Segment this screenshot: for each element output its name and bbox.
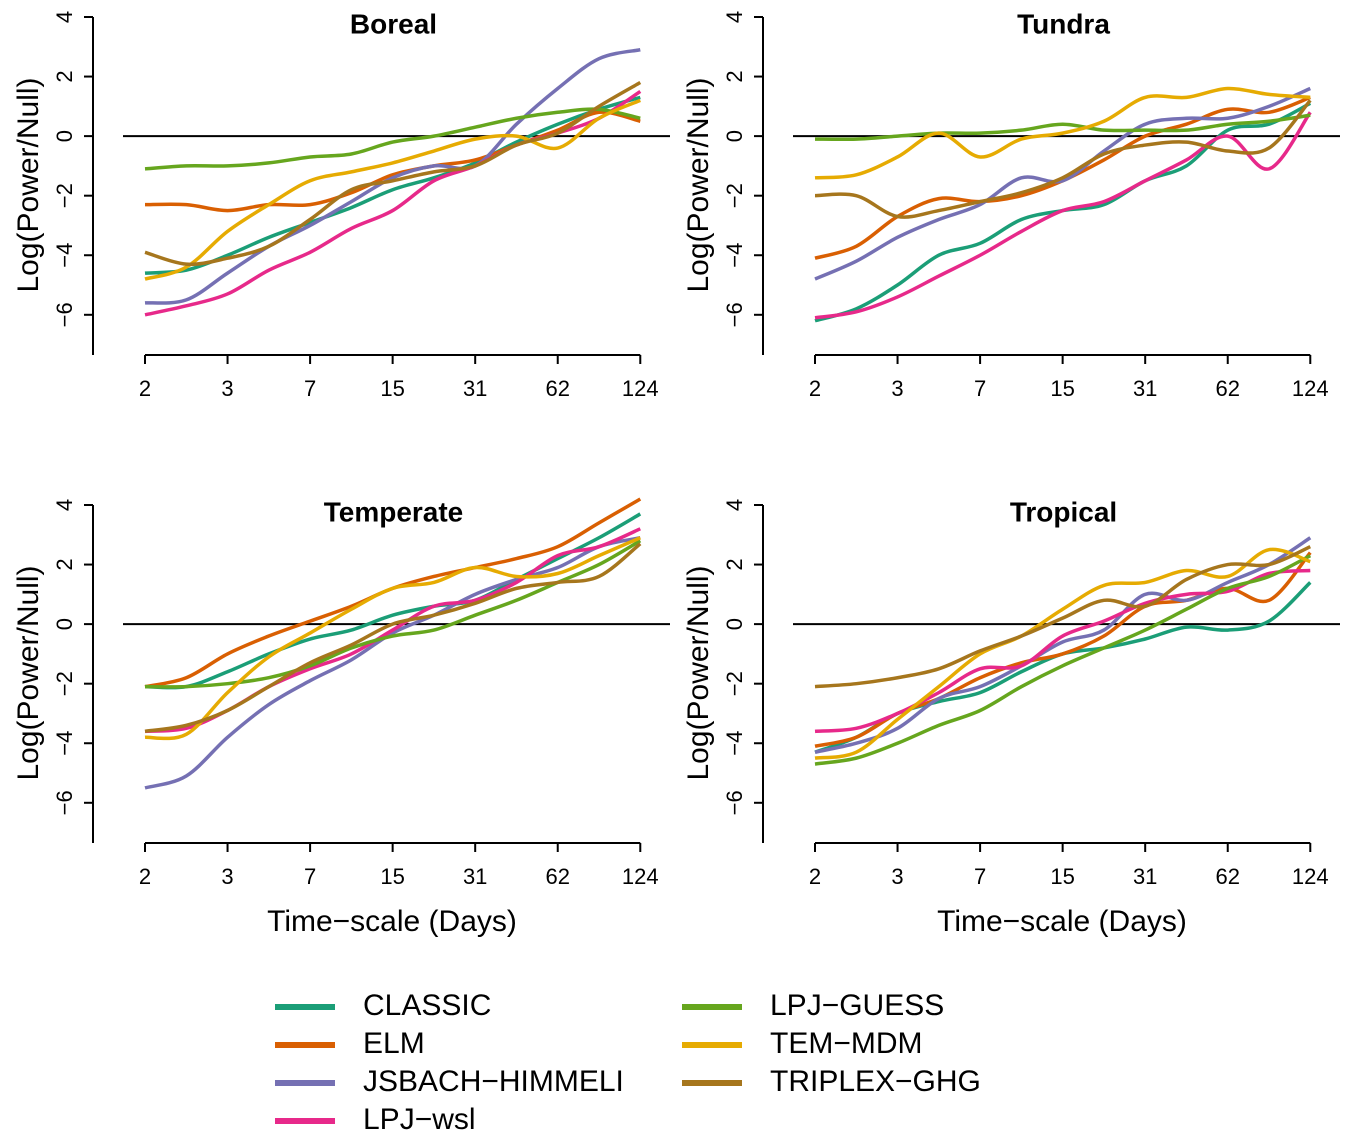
series-line (814, 86, 1311, 180)
panel: −6 −4 −2 0 2 4 2 3 7 15 31 62 124 Temperate Log(Power/… (12, 496, 670, 938)
x-tick-label: 7 (304, 376, 316, 401)
y-tick-label: −6 (52, 302, 77, 327)
series-line (815, 113, 1311, 142)
panel: −6 −4 −2 0 2 4 2 3 7 15 31 62 124 Tundra Log(Power/Nul… (682, 8, 1340, 401)
x-tick-label: 15 (380, 864, 404, 889)
x-tick-label: 15 (1050, 864, 1074, 889)
series-line (144, 80, 642, 267)
series-line (144, 48, 641, 305)
y-tick-label: −4 (722, 243, 747, 268)
x-tick-label: 124 (1292, 376, 1329, 401)
y-tick-label: −2 (722, 671, 747, 696)
series-line (814, 536, 1312, 754)
legend-label: CLASSIC (363, 989, 491, 1022)
legend-label: TRIPLEX−GHG (770, 1065, 981, 1098)
legend-label: LPJ−wsl (363, 1103, 476, 1136)
y-tick-label: 2 (722, 70, 747, 82)
y-tick-label: −6 (52, 790, 77, 815)
x-tick-label: 31 (463, 864, 487, 889)
x-tick-label: 3 (221, 376, 233, 401)
series-line (814, 99, 1312, 219)
y-tick-label: −4 (52, 243, 77, 268)
series-line (814, 554, 1312, 766)
x-tick-label: 7 (304, 864, 316, 889)
y-tick-label: −2 (52, 671, 77, 696)
legend-label: LPJ−GUESS (770, 989, 944, 1022)
x-axis-label: Time−scale (Days) (937, 905, 1187, 938)
x-tick-label: 62 (545, 376, 569, 401)
series-line (144, 98, 641, 281)
series-line (144, 536, 641, 741)
y-tick-label: −2 (52, 183, 77, 208)
y-axis-label: Log(Power/Null) (12, 77, 45, 292)
legend: CLASSIC ELM JSBACH−HIMMELI LPJ−wsl LPJ−GUESS… (275, 989, 981, 1136)
y-tick-label: −4 (722, 731, 747, 756)
panel-title: Temperate (324, 496, 464, 527)
series-line (144, 512, 642, 690)
x-tick-label: 2 (809, 376, 821, 401)
y-tick-label: −6 (722, 302, 747, 327)
y-axis-label: Log(Power/Null) (12, 565, 45, 780)
x-tick-label: 31 (1133, 864, 1157, 889)
y-tick-label: 2 (52, 70, 77, 82)
y-tick-label: 2 (722, 558, 747, 570)
y-tick-label: 4 (52, 11, 77, 23)
panel-title: Boreal (350, 8, 437, 39)
series-line (144, 95, 641, 275)
x-tick-label: 31 (1133, 376, 1157, 401)
x-tick-label: 7 (974, 864, 986, 889)
series-line (814, 545, 1312, 689)
x-tick-label: 15 (1050, 376, 1074, 401)
y-tick-label: 0 (52, 618, 77, 630)
y-axis-label: Log(Power/Null) (682, 565, 715, 780)
x-tick-label: 3 (891, 864, 903, 889)
panel-title: Tropical (1010, 496, 1117, 527)
y-axis-label: Log(Power/Null) (682, 77, 715, 292)
series-line (814, 568, 1311, 734)
panel-title: Tundra (1017, 8, 1110, 39)
series-line (145, 110, 641, 213)
y-tick-label: 2 (52, 558, 77, 570)
y-tick-label: 0 (722, 130, 747, 142)
series-line (144, 536, 641, 790)
series-line (814, 547, 1311, 760)
x-tick-label: 62 (1215, 376, 1239, 401)
legend-label: ELM (363, 1027, 425, 1060)
x-tick-label: 2 (809, 864, 821, 889)
y-tick-label: 4 (722, 499, 747, 511)
x-tick-label: 124 (622, 376, 659, 401)
x-tick-label: 15 (380, 376, 404, 401)
x-axis-label: Time−scale (Days) (267, 905, 517, 938)
x-tick-label: 124 (1292, 864, 1329, 889)
legend-label: TEM−MDM (770, 1027, 923, 1060)
x-tick-label: 3 (891, 376, 903, 401)
series-line (814, 111, 1312, 320)
panel: −6 −4 −2 0 2 4 2 3 7 15 31 62 124 Tropical Log(Power/N… (682, 496, 1340, 938)
series-line (144, 542, 642, 734)
series-line (814, 86, 1311, 281)
y-tick-label: −6 (722, 790, 747, 815)
x-tick-label: 7 (974, 376, 986, 401)
legend-label: JSBACH−HIMMELI (363, 1065, 624, 1098)
y-tick-label: 4 (52, 499, 77, 511)
y-tick-label: −2 (722, 183, 747, 208)
x-tick-label: 124 (622, 864, 659, 889)
y-tick-label: 4 (722, 11, 747, 23)
y-tick-label: −4 (52, 731, 77, 756)
panel: −6 −4 −2 0 2 4 2 3 7 15 31 62 124 Boreal Log(Power/Nul… (12, 8, 670, 401)
y-tick-label: 0 (722, 618, 747, 630)
series-line (144, 107, 641, 171)
x-tick-label: 2 (139, 864, 151, 889)
x-tick-label: 2 (139, 376, 151, 401)
x-tick-label: 31 (463, 376, 487, 401)
x-tick-label: 62 (1215, 864, 1239, 889)
x-tick-label: 3 (221, 864, 233, 889)
y-tick-label: 0 (52, 130, 77, 142)
x-tick-label: 62 (545, 864, 569, 889)
